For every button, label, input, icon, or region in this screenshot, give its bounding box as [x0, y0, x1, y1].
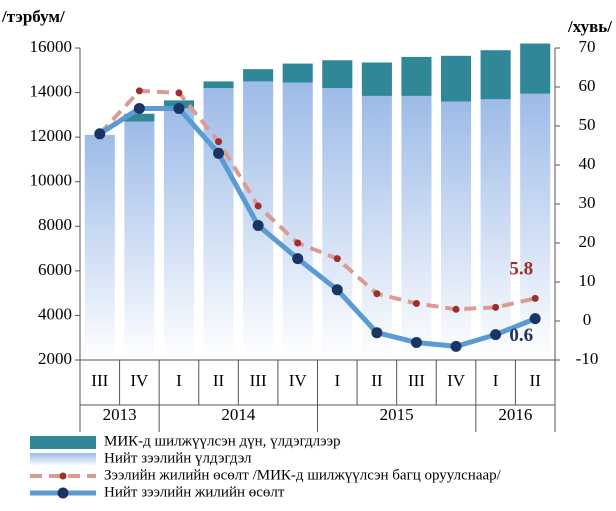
- x-tick-label: II: [213, 371, 225, 390]
- marker: [412, 299, 420, 307]
- marker: [254, 202, 262, 210]
- bar: [520, 43, 551, 94]
- bar: [441, 101, 472, 360]
- y-tick-label: 16000: [30, 37, 73, 56]
- year-label: 2016: [498, 405, 532, 424]
- marker: [331, 284, 343, 296]
- marker: [175, 89, 183, 97]
- bar: [441, 55, 472, 102]
- legend-label: Нийт зээлийн үлдэгдэл: [104, 450, 252, 466]
- marker: [292, 253, 304, 265]
- marker: [490, 329, 502, 341]
- marker: [173, 102, 185, 114]
- x-tick-label: II: [530, 371, 542, 390]
- marker: [531, 294, 539, 302]
- bar: [163, 108, 194, 361]
- marker: [450, 340, 462, 352]
- x-tick-label: III: [408, 371, 425, 390]
- legend-label: Нийт зээлийн жилийн өсөлт: [104, 484, 285, 500]
- y2-tick-label: 50: [579, 115, 596, 134]
- x-tick-label: II: [371, 371, 383, 390]
- bar: [203, 81, 234, 89]
- y-tick-label: 10000: [30, 171, 73, 190]
- marker: [213, 147, 225, 159]
- marker: [133, 102, 145, 114]
- legend-label: Зээлийн жилийн өсөлт /МИК-д шилжүүлсэн б…: [104, 467, 502, 483]
- bar: [282, 63, 313, 83]
- legend-swatch: [30, 453, 96, 466]
- line: [98, 105, 537, 349]
- y-axis-label: /тэрбум/: [1, 7, 65, 26]
- marker: [371, 327, 383, 339]
- year-label: 2013: [103, 405, 137, 424]
- marker: [492, 303, 500, 311]
- y2-axis-label: /хувь/: [567, 17, 612, 36]
- legend-marker: [57, 487, 69, 499]
- y2-tick-label: 10: [579, 271, 596, 290]
- bar: [203, 88, 234, 360]
- y2-tick-label: 60: [579, 76, 596, 95]
- bar: [243, 69, 274, 82]
- marker: [94, 128, 106, 140]
- bar: [401, 56, 432, 96]
- marker: [252, 219, 264, 231]
- y-tick-label: 14000: [30, 81, 73, 100]
- y-tick-label: 4000: [38, 304, 72, 323]
- year-label: 2015: [380, 405, 414, 424]
- x-tick-label: I: [176, 371, 182, 390]
- marker: [373, 290, 381, 298]
- y2-tick-label: -10: [576, 349, 599, 368]
- y-tick-label: 2000: [38, 349, 72, 368]
- marker: [529, 313, 541, 325]
- x-tick-label: IV: [130, 371, 149, 390]
- y-tick-label: 12000: [30, 126, 73, 145]
- x-tick-label: III: [250, 371, 267, 390]
- bar: [480, 99, 511, 360]
- y-tick-label: 6000: [38, 260, 72, 279]
- legend-label: МИК-д шилжүүлсэн дүн, үлдэгдлээр: [104, 433, 341, 449]
- bar: [322, 60, 353, 89]
- x-tick-label: IV: [289, 371, 308, 390]
- y2-tick-label: 20: [579, 232, 596, 251]
- y2-tick-label: 70: [579, 37, 596, 56]
- y2-tick-label: 30: [579, 193, 596, 212]
- x-tick-label: I: [493, 371, 499, 390]
- bar: [124, 121, 155, 361]
- marker: [410, 336, 422, 348]
- bar: [282, 82, 313, 361]
- x-tick-label: I: [334, 371, 340, 390]
- bar: [480, 50, 511, 100]
- bar: [361, 95, 392, 361]
- x-tick-label: III: [91, 371, 108, 390]
- marker: [294, 239, 302, 247]
- y2-tick-label: 0: [583, 310, 592, 329]
- marker: [215, 138, 223, 146]
- bar: [401, 95, 432, 361]
- line: [98, 88, 536, 312]
- data-label: 5.8: [509, 259, 533, 280]
- y2-tick-label: 40: [579, 154, 596, 173]
- data-label: 0.6: [509, 325, 533, 346]
- bar: [124, 113, 155, 122]
- x-tick-label: IV: [447, 371, 466, 390]
- y-tick-label: 8000: [38, 215, 72, 234]
- bar: [361, 62, 392, 96]
- legend-marker: [59, 472, 67, 480]
- marker: [333, 255, 341, 263]
- bar: [84, 134, 115, 360]
- year-label: 2014: [221, 405, 256, 424]
- marker: [452, 305, 460, 313]
- marker: [135, 87, 143, 95]
- legend-swatch: [30, 436, 96, 449]
- bar: [322, 88, 353, 360]
